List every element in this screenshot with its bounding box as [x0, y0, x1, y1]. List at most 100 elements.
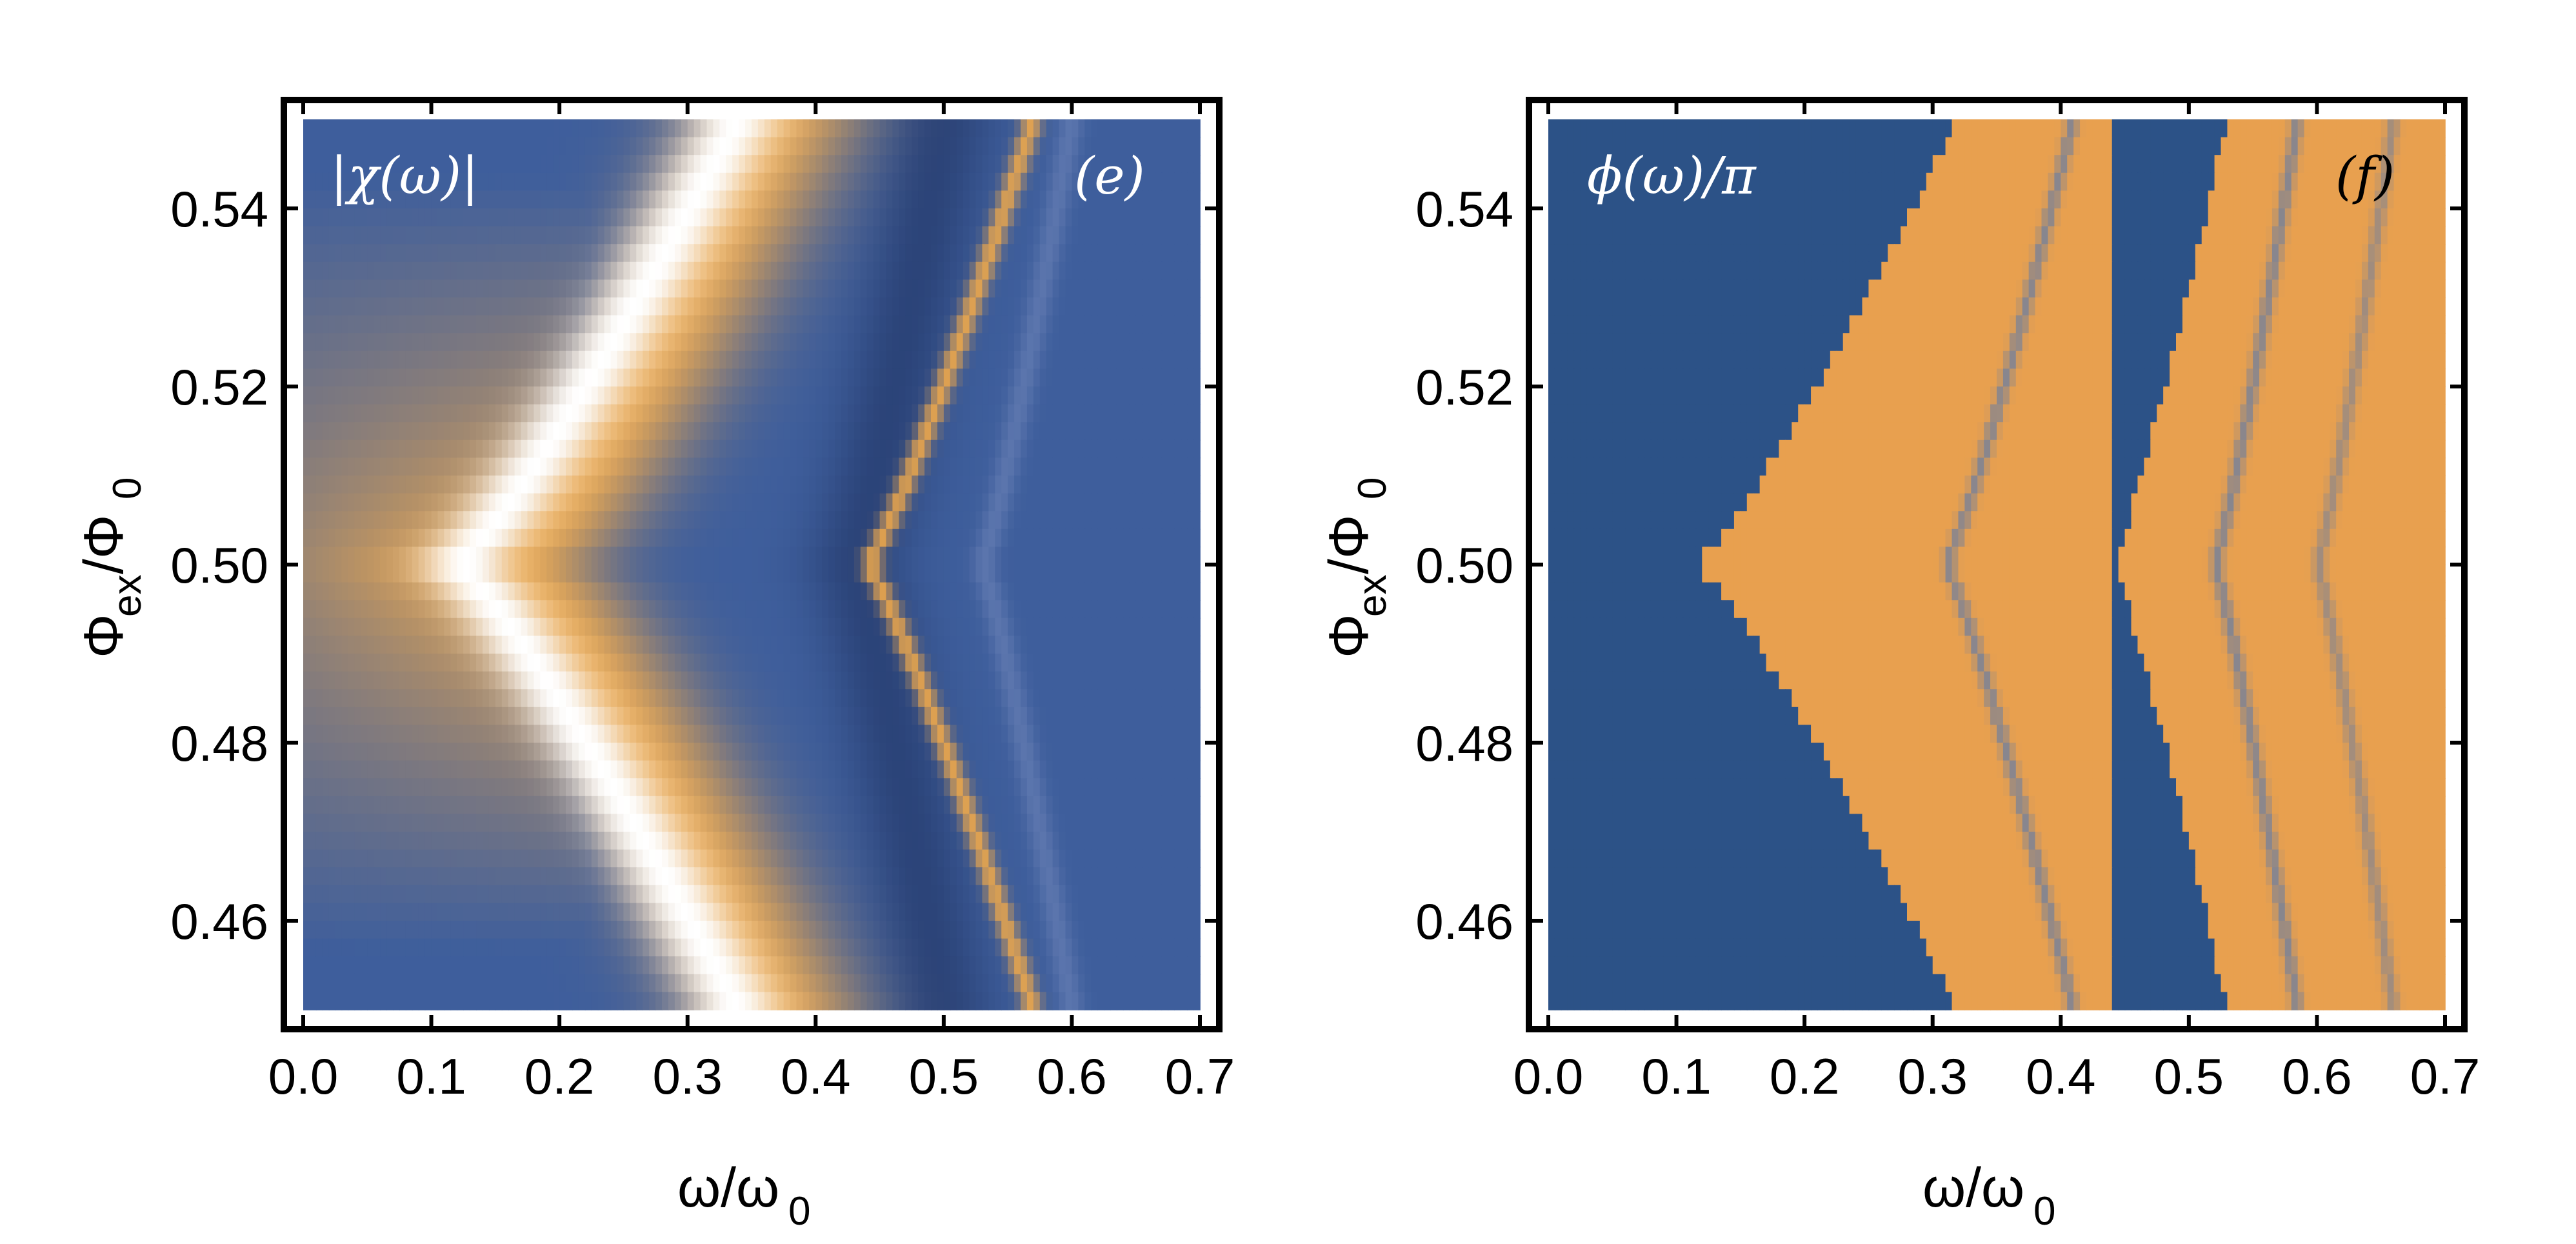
heatmap-cell [745, 226, 752, 245]
heatmap-cell [931, 137, 938, 156]
heatmap-cell [1052, 155, 1060, 174]
heatmap-cell [1142, 119, 1150, 138]
heatmap-cell [546, 226, 554, 245]
heatmap-cell [1065, 528, 1073, 548]
heatmap-cell [1052, 208, 1060, 227]
heatmap-cell [584, 315, 592, 334]
heatmap-cell [1110, 226, 1117, 245]
heatmap-cell [348, 671, 355, 690]
heatmap-cell [924, 689, 932, 708]
heatmap-cell [995, 654, 1003, 672]
heatmap-cell [534, 636, 541, 654]
heatmap-cell [457, 600, 464, 619]
heatmap-cell [899, 617, 906, 637]
heatmap-cell [912, 279, 919, 298]
heatmap-cell [630, 261, 637, 281]
heatmap-cell [476, 565, 483, 583]
heatmap-cell [540, 511, 548, 530]
heatmap-cell [796, 208, 804, 227]
heatmap-cell [866, 689, 874, 708]
heatmap-cell [803, 689, 810, 708]
heatmap-cell [815, 368, 823, 387]
heatmap-cell [905, 190, 913, 209]
heatmap-cell [937, 617, 944, 637]
heatmap-cell [1059, 208, 1066, 227]
heatmap-cell [1065, 226, 1073, 245]
heatmap-cell [348, 547, 355, 565]
heatmap-cell [873, 297, 881, 316]
heatmap-cell [322, 279, 330, 298]
heatmap-cell [341, 511, 349, 530]
heatmap-cell [931, 654, 938, 672]
heatmap-cell [835, 743, 842, 761]
heatmap-cell [739, 386, 746, 405]
heatmap-cell [610, 511, 618, 530]
heatmap-cell [706, 743, 714, 761]
heatmap-cell [694, 689, 701, 708]
heatmap-cell [713, 547, 721, 565]
heatmap-cell [476, 350, 483, 370]
heatmap-cell [713, 689, 721, 708]
heatmap-cell [732, 600, 739, 619]
heatmap-cell [527, 404, 535, 423]
heatmap-cell [815, 422, 823, 441]
heatmap-cell [309, 743, 317, 761]
heatmap-cell [655, 155, 663, 174]
heatmap-cell [470, 386, 477, 405]
heatmap-cell [1104, 226, 1111, 245]
heatmap-cell [572, 457, 579, 476]
heatmap-cell [719, 333, 727, 352]
heatmap-cell [527, 226, 535, 245]
heatmap-cell [726, 404, 734, 423]
heatmap-cell [1065, 155, 1073, 174]
heatmap-cell [847, 528, 855, 548]
heatmap-cell [1026, 565, 1034, 583]
heatmap-cell [566, 743, 573, 761]
heatmap-cell [732, 155, 739, 174]
heatmap-cell [322, 457, 330, 476]
heatmap-cell [488, 208, 496, 227]
heatmap-cell [1021, 350, 1028, 370]
heatmap-cell [879, 155, 887, 174]
heatmap-cell [995, 297, 1003, 316]
heatmap-cell [470, 476, 477, 494]
heatmap-cell [726, 511, 734, 530]
heatmap-cell [1097, 350, 1104, 370]
heatmap-cell [566, 725, 573, 743]
heatmap-cell [546, 368, 554, 387]
heatmap-cell [559, 743, 566, 761]
heatmap-cell [488, 244, 496, 263]
heatmap-cell [950, 315, 957, 334]
heatmap-cell [866, 582, 874, 601]
heatmap-cell [1021, 582, 1028, 601]
heatmap-cell [777, 457, 784, 476]
heatmap-cell [617, 671, 624, 690]
heatmap-cell [649, 368, 656, 387]
heatmap-cell [424, 439, 432, 459]
heatmap-cell [995, 155, 1003, 174]
heatmap-cell [1001, 528, 1008, 548]
heatmap-cell [975, 511, 983, 530]
heatmap-cell [1097, 261, 1104, 281]
heatmap-cell [470, 725, 477, 743]
heatmap-cell [483, 671, 490, 690]
heatmap-cell [386, 279, 394, 298]
heatmap-cell [431, 600, 439, 619]
heatmap-cell [1116, 528, 1124, 548]
heatmap-cell [348, 208, 355, 227]
heatmap-cell [1091, 386, 1098, 405]
heatmap-cell [309, 671, 317, 690]
heatmap-cell [1052, 476, 1060, 494]
heatmap-cell [1021, 511, 1028, 530]
heatmap-cell [847, 404, 855, 423]
heatmap-cell [1008, 582, 1015, 601]
heatmap-cell [374, 582, 381, 601]
heatmap-cell [527, 476, 535, 494]
heatmap-cell [578, 476, 586, 494]
heatmap-cell [790, 528, 797, 548]
heatmap-cell [437, 743, 445, 761]
heatmap-cell [950, 582, 957, 601]
heatmap-cell [681, 297, 688, 316]
heatmap-cell [790, 636, 797, 654]
heatmap-cell [463, 707, 470, 726]
